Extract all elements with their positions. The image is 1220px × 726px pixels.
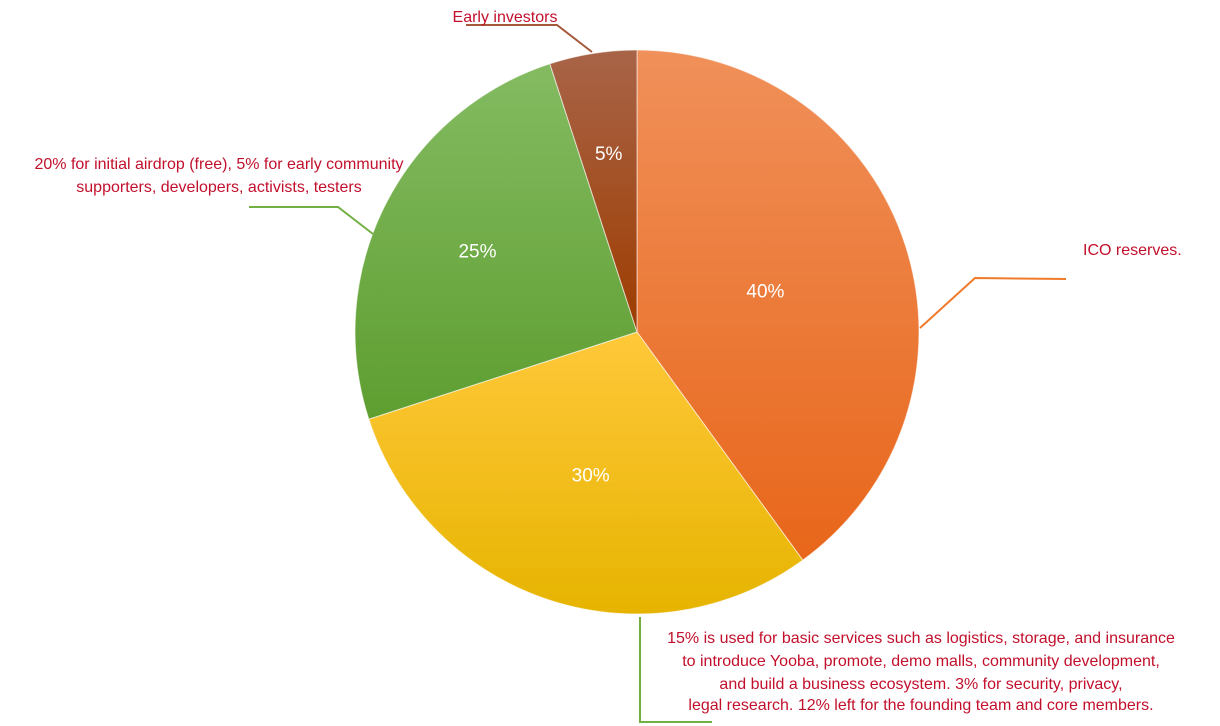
percent-labels: 40% 30% 25% 5%	[458, 144, 784, 486]
slice-percent-label: 30%	[572, 466, 610, 487]
callout-label: 15% is used for basic services such as l…	[667, 630, 1175, 647]
pie-slice-5	[549, 49, 638, 333]
pie-slice-25	[354, 63, 638, 420]
slice-percent-label: 25%	[458, 242, 496, 263]
callouts: ICO reserves. 15% is used for basic servi…	[34, 9, 1182, 723]
callout-label: 20% for initial airdrop (free), 5% for e…	[34, 156, 403, 173]
callout-label: legal research. 12% left for the foundin…	[688, 697, 1153, 714]
slices	[354, 49, 920, 615]
pie-slice-30	[368, 331, 804, 615]
callout-label: and build a business ecosystem. 3% for s…	[719, 676, 1122, 693]
pie-slice-40	[636, 49, 920, 561]
callout-label: Early investors	[453, 9, 558, 26]
leader-line	[919, 276, 1067, 329]
leader-line	[466, 24, 593, 53]
leader-line	[249, 206, 374, 235]
slice-percent-label: 40%	[746, 281, 784, 302]
leader-line	[639, 617, 712, 723]
callout-label: supporters, developers, activists, teste…	[76, 179, 361, 196]
callout-label: ICO reserves.	[1083, 242, 1182, 259]
slice-percent-label: 5%	[595, 144, 623, 165]
callout-label: to introduce Yooba, promote, demo malls,…	[682, 653, 1160, 670]
